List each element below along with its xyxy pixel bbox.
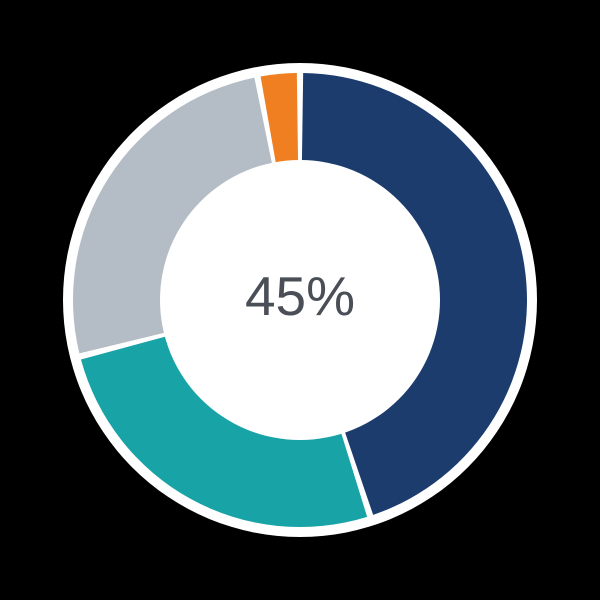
svg-text:45%: 45% (245, 265, 355, 327)
